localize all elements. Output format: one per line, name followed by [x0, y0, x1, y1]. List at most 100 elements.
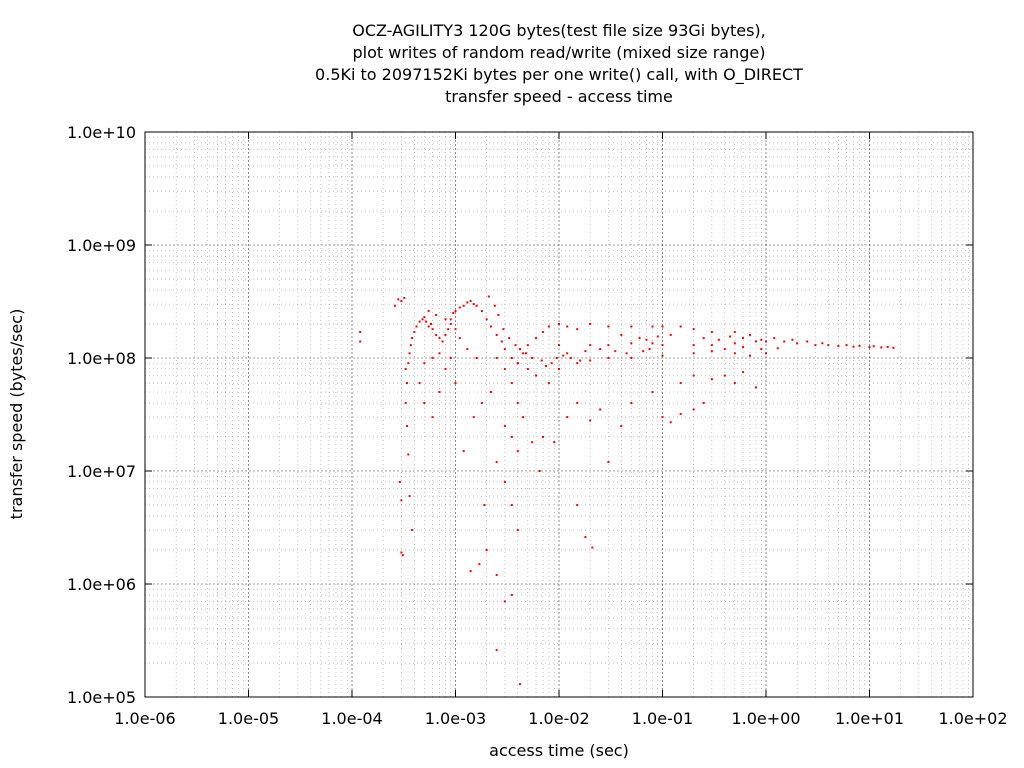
data-point [454, 328, 457, 331]
data-point [531, 357, 534, 359]
data-point [630, 401, 633, 404]
data-point [421, 318, 424, 321]
data-point [692, 352, 695, 355]
data-point [692, 408, 695, 411]
data-point [478, 563, 481, 566]
data-point [400, 551, 403, 554]
data-point [547, 325, 550, 328]
data-point [669, 421, 672, 424]
data-point [495, 649, 498, 652]
data-point [400, 299, 403, 302]
data-point [522, 352, 525, 355]
data-point [503, 425, 506, 428]
data-point [742, 337, 745, 340]
data-point [510, 504, 513, 507]
data-point [489, 325, 492, 328]
data-point [692, 328, 695, 331]
data-point [648, 348, 651, 351]
data-point [607, 357, 610, 359]
data-point [733, 330, 736, 333]
data-point [710, 344, 713, 347]
data-point [531, 441, 534, 444]
data-point [454, 382, 457, 385]
data-point [589, 322, 592, 325]
data-point [430, 322, 433, 325]
data-point [742, 371, 745, 374]
data-point [393, 304, 396, 307]
title-line: 0.5Ki to 2097152Ki bytes per one write()… [315, 65, 803, 85]
data-point [576, 504, 579, 507]
scatter-points [359, 295, 895, 686]
data-point [661, 344, 664, 347]
data-point [733, 352, 736, 355]
data-point [892, 346, 895, 349]
y-tick-label: 1.0e+05 [67, 688, 136, 707]
data-point [404, 401, 407, 404]
data-point [710, 378, 713, 381]
data-point [495, 461, 498, 464]
data-point [423, 362, 426, 365]
data-point [462, 304, 465, 307]
data-point [525, 352, 528, 355]
data-point [469, 570, 472, 573]
data-point [475, 304, 478, 307]
data-point [510, 435, 513, 438]
data-point [438, 391, 441, 394]
data-point [516, 362, 519, 365]
data-point [449, 322, 452, 325]
data-point [579, 359, 582, 362]
data-point [427, 310, 430, 313]
data-point [625, 352, 628, 355]
data-point [503, 348, 506, 351]
data-point [500, 340, 503, 343]
data-point [444, 333, 447, 336]
data-point [444, 318, 447, 321]
data-point [447, 328, 450, 331]
data-point [642, 350, 645, 353]
data-point [452, 312, 455, 315]
data-point [418, 382, 421, 385]
data-point [411, 337, 414, 340]
data-point [558, 367, 560, 370]
data-point [397, 298, 400, 301]
data-point [638, 337, 641, 340]
ticks: 1.0e-06 1.0e-05 1.0e-04 1.0e-03 1.0e-02 1.0e-… [67, 123, 1008, 728]
data-point [427, 325, 430, 328]
data-point [852, 345, 855, 348]
data-point [407, 453, 410, 456]
data-point [868, 346, 871, 349]
data-point [535, 374, 538, 377]
data-point [404, 367, 407, 370]
data-point [431, 416, 434, 419]
data-point [435, 314, 438, 317]
data-point [754, 340, 757, 343]
data-point [702, 337, 705, 340]
data-point [495, 574, 498, 577]
x-tick-label: 1.0e-02 [528, 709, 589, 728]
data-point [591, 546, 594, 549]
data-point [408, 495, 411, 498]
data-point [495, 357, 498, 359]
data-point [584, 350, 587, 353]
data-point [656, 335, 659, 338]
data-point [717, 338, 720, 341]
data-point [516, 450, 519, 453]
data-point [569, 357, 572, 359]
x-tick-label: 1.0e-06 [114, 709, 175, 728]
x-tick-label: 1.0e+00 [731, 709, 800, 728]
data-point [630, 357, 633, 359]
data-point [692, 344, 695, 347]
data-point [661, 325, 664, 328]
data-point [503, 367, 506, 370]
data-point [576, 328, 579, 331]
data-point [359, 340, 362, 343]
data-point [576, 401, 579, 404]
data-point [400, 499, 403, 502]
data-point [407, 362, 410, 365]
data-point [765, 340, 767, 343]
data-point [589, 344, 592, 347]
data-point [497, 314, 500, 317]
data-point [438, 337, 441, 340]
data-point [886, 346, 889, 349]
y-tick-label: 1.0e+09 [67, 236, 136, 255]
